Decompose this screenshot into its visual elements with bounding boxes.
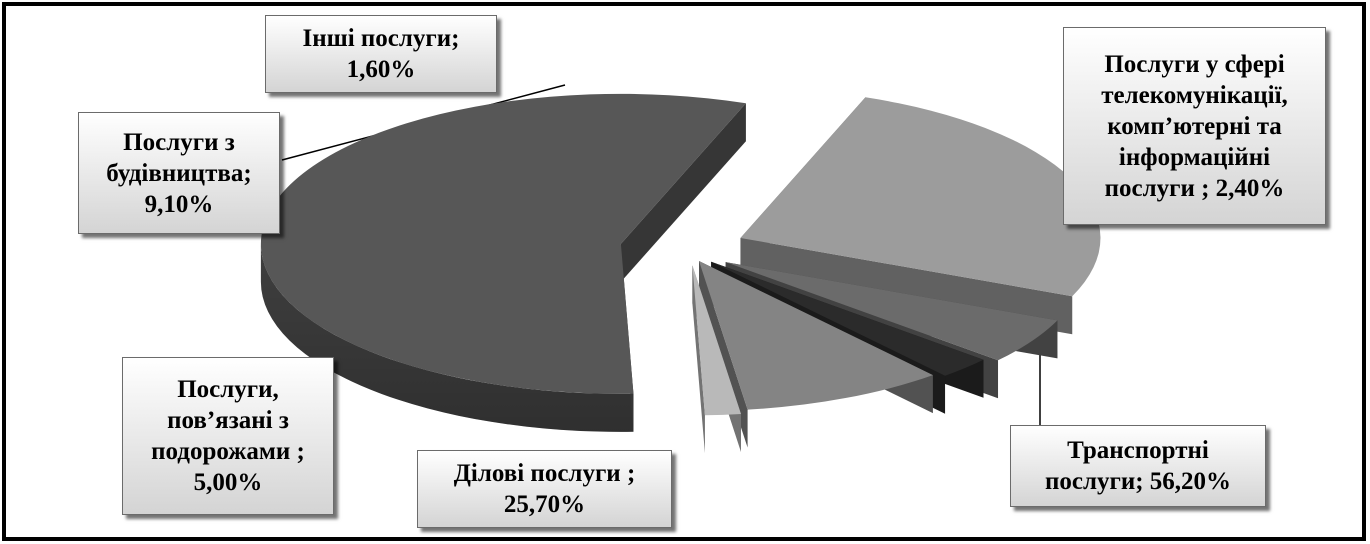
pie-slice-side-shade-transport: [260, 243, 634, 432]
data-label-transport: Транспортні послуги; 56,20%: [1010, 425, 1266, 507]
data-label-other: Інші послуги; 1,60%: [265, 15, 497, 93]
pie-slice-other: [692, 265, 741, 454]
data-label-travel: Послуги, пов’язані з подорожами ; 5,00%: [122, 357, 334, 515]
pie-slices: [260, 93, 1101, 454]
data-label-construction: Послуги з будівництва; 9,10%: [78, 112, 280, 234]
pie-slice-top-other: [692, 265, 741, 416]
data-label-business: Ділові послуги ; 25,70%: [417, 450, 672, 528]
pie-slice-top-transport: [260, 93, 746, 394]
pie-slice-top-travel: [725, 262, 1058, 361]
pie-slice-top-business: [740, 97, 1101, 297]
pie-slice-edge-transport-1: [620, 103, 746, 282]
pie-slice-transport: [260, 93, 746, 432]
data-label-telecom: Послуги у сфері телекомунікації, комп’ют…: [1063, 27, 1326, 225]
pie-slice-top-construction: [698, 261, 933, 410]
pie-slice-edge-other-1: [692, 265, 705, 454]
pie-slice-top-telecom: [711, 261, 984, 376]
